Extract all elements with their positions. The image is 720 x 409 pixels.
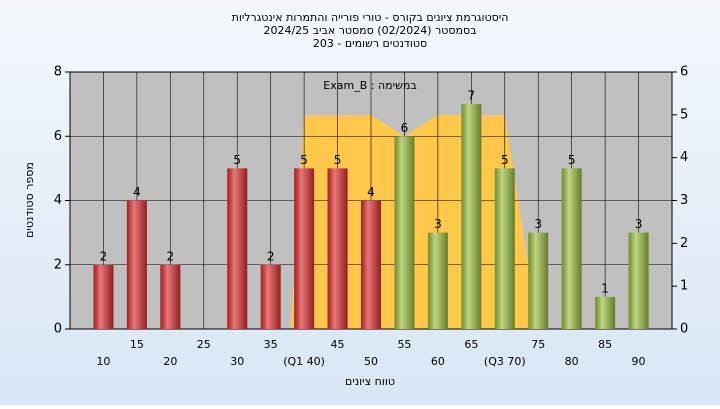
value-label: 5 [233,153,241,167]
y-tick-label: 8 [54,65,62,80]
bar-shade [260,264,281,329]
y2-tick-label: 5 [680,107,688,122]
value-label: 4 [367,185,375,199]
x-tick-label: 10 [96,355,110,368]
bar-shade [461,104,482,329]
bar-shade [394,136,415,329]
bar-shade [327,168,348,329]
bar-shade [294,168,315,329]
value-label: 6 [401,121,409,135]
x-tick-label: 15 [130,338,144,351]
x-tick-label: 20 [163,355,177,368]
y-tick-label: 2 [54,257,62,272]
value-label: 7 [468,89,476,103]
bar-shade [126,200,147,329]
y2-tick-label: 6 [680,65,688,80]
x-tick-label: 35 [264,338,278,351]
y2-tick-label: 1 [680,279,688,294]
value-label: 3 [434,217,442,231]
y-tick-label: 6 [54,129,62,144]
value-label: 2 [167,249,175,263]
x-tick-label: (Q3 70) [484,355,526,368]
value-label: 2 [267,249,275,263]
title-line: היסטוגרמת ציונים בקורס - טורי פורייה והת… [232,11,509,24]
y2-tick-label: 3 [680,193,688,208]
title-line: סטודנטים רשומים - 203 [313,37,427,50]
value-label: 1 [601,281,609,295]
bar-shade [160,264,181,329]
x-tick-label: 75 [531,338,545,351]
bar-shade [93,264,114,329]
value-label: 3 [635,217,643,231]
value-label: 5 [300,153,308,167]
x-tick-label: 85 [598,338,612,351]
value-label: 5 [568,153,576,167]
bar-shade [595,296,616,329]
x-tick-label: 45 [331,338,345,351]
x-tick-label: 50 [364,355,378,368]
x-tick-label: 65 [464,338,478,351]
value-label: 4 [133,185,141,199]
legend-entry: Exam_B : במשימה [323,79,416,92]
y-tick-label: 4 [54,193,62,208]
title-line: בסמסטר (02/2024) סמסטר אביב 2024/25 [263,24,476,37]
y2-tick-label: 0 [680,322,688,337]
value-label: 5 [501,153,509,167]
x-tick-label: 25 [197,338,211,351]
bar-shade [427,232,448,329]
bar-shade [494,168,515,329]
x-tick-label: 60 [431,355,445,368]
bar-shade [227,168,248,329]
y2-tick-label: 4 [680,150,688,165]
bar-shade [628,232,649,329]
x-tick-label: 55 [397,338,411,351]
bar-shade [361,200,381,329]
x-tick-label: 90 [632,355,646,368]
x-axis-label: טווח ציונים [345,375,395,388]
y-tick-label: 0 [54,322,62,337]
x-tick-label: 30 [230,355,244,368]
x-tick-label: 80 [565,355,579,368]
y-axis-label: מספר סטודנטים [23,162,36,238]
bar-shade [561,168,582,329]
value-label: 2 [100,249,108,263]
value-label: 3 [534,217,542,231]
y2-tick-label: 2 [680,236,688,251]
value-label: 5 [334,153,342,167]
bar-shade [528,232,549,329]
x-tick-label: (Q1 40) [283,355,325,368]
